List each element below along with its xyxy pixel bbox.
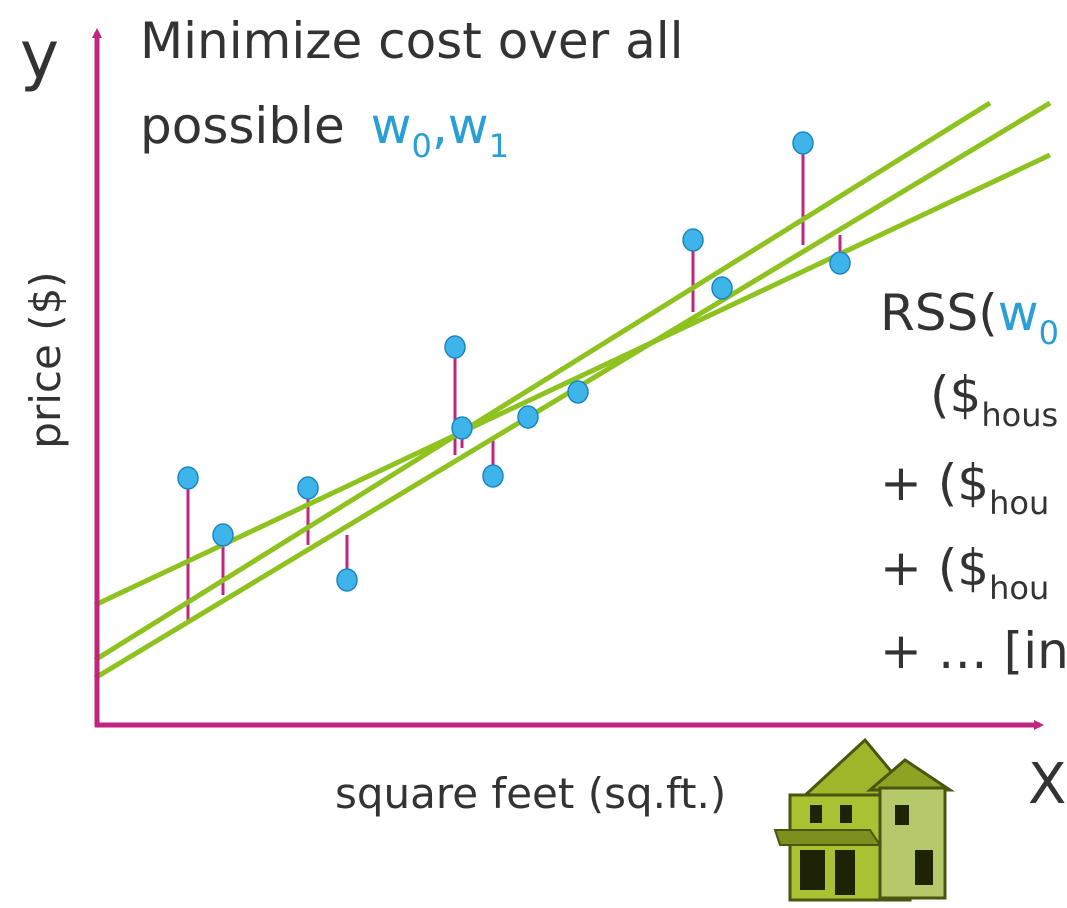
data-point — [829, 251, 851, 275]
data-point — [792, 131, 814, 155]
y-label: price ($) — [21, 271, 70, 448]
rss-line: ($hous — [930, 366, 1058, 434]
x-symbol: X — [1028, 752, 1066, 817]
rss-symbol: w — [998, 284, 1039, 342]
rss-subscript: hou — [989, 484, 1049, 522]
rss-subscript: hou — [989, 569, 1049, 607]
param: w — [448, 97, 489, 155]
rss-text: RSS( — [880, 284, 998, 342]
data-point — [482, 464, 504, 488]
param: w — [371, 97, 412, 155]
fit-line — [93, 152, 1052, 608]
data-point — [336, 568, 358, 592]
rss-line: + … [in — [880, 622, 1067, 680]
data-point — [567, 380, 589, 404]
data-point — [682, 228, 704, 252]
rss-subscript: hous — [981, 396, 1058, 434]
param-subscript: 1 — [489, 127, 509, 165]
title-prefix: possible — [140, 97, 345, 155]
data-point — [711, 276, 733, 300]
rss-text: ($ — [930, 366, 981, 424]
rss-subscript: 0 — [1039, 314, 1059, 352]
rss-line: RSS(w0 — [880, 284, 1059, 352]
data-point — [517, 405, 539, 429]
rss-line: + ($hou — [880, 454, 1049, 522]
param-subscript: 0 — [412, 127, 432, 165]
house-icon — [773, 737, 955, 902]
y-symbol: y — [20, 17, 59, 94]
plot — [93, 100, 1052, 681]
fit-line — [93, 100, 992, 663]
x-label: square feet (sq.ft.) — [335, 769, 726, 818]
data-point — [297, 476, 319, 500]
rss-line: + ($hou — [880, 539, 1049, 607]
data-point — [177, 466, 199, 490]
rss-text: + ($ — [880, 539, 989, 597]
separator: , — [432, 97, 448, 155]
rss-text: + ($ — [880, 454, 989, 512]
data-point — [451, 416, 473, 440]
title-line2: possible w0,w1 — [140, 97, 509, 165]
data-point — [444, 335, 466, 359]
title-line1: Minimize cost over all — [140, 12, 684, 70]
data-point — [212, 523, 234, 547]
